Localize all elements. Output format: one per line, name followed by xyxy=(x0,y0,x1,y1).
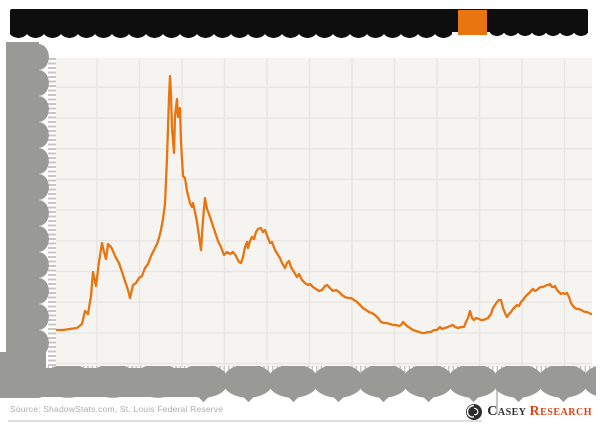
footer-divider xyxy=(8,420,482,422)
chart-title-band-texture-right xyxy=(490,30,588,38)
axis-corner-blob xyxy=(0,352,46,398)
spiral-logo-icon xyxy=(466,404,483,420)
y-axis-ticks xyxy=(48,58,56,375)
source-note: Source: ShadowStats.com, St. Louis Feder… xyxy=(10,404,224,414)
price-line-chart xyxy=(56,58,592,367)
chart-title-band xyxy=(10,9,588,32)
chart-title-band-texture-left xyxy=(10,30,452,42)
y-axis-labels-blob xyxy=(6,42,39,354)
brand-logo: Casey Research xyxy=(465,403,592,421)
legend-swatch-orange xyxy=(458,10,487,35)
brand-word-casey: Casey xyxy=(487,404,527,419)
y-axis-labels-blob-edge xyxy=(39,44,51,352)
brand-word-research: Research xyxy=(529,404,592,419)
plot-area xyxy=(56,58,592,367)
